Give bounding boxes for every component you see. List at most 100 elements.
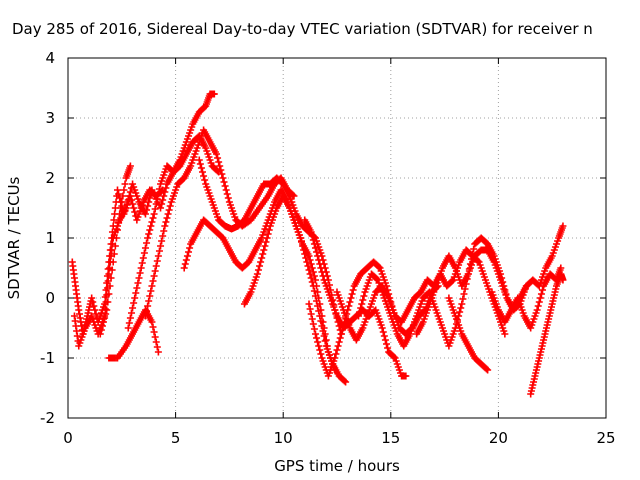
data-point-fill — [145, 297, 153, 305]
data-point-fill — [129, 304, 137, 312]
data-point-fill — [153, 257, 161, 265]
data-point-fill — [147, 222, 155, 230]
data-point — [141, 210, 149, 218]
data-point — [161, 222, 169, 230]
data-point-fill — [308, 232, 316, 240]
data-point-fill — [459, 295, 467, 303]
y-tick-label: 4 — [45, 49, 55, 67]
data-point — [126, 162, 134, 170]
data-point-fill — [261, 242, 269, 250]
data-point-fill — [214, 154, 222, 162]
data-point — [497, 270, 505, 278]
data-point-fill — [91, 306, 99, 314]
y-tick-label: 3 — [45, 109, 55, 127]
data-point-fill — [120, 186, 128, 194]
data-point-fill — [346, 298, 354, 306]
data-point — [260, 246, 268, 254]
data-point-fill — [106, 282, 114, 290]
data-point-fill — [155, 185, 163, 193]
data-point-fill — [310, 272, 318, 280]
data-point-fill — [121, 180, 129, 188]
y-tick-label: -2 — [40, 409, 55, 427]
data-point-fill — [313, 334, 321, 342]
data-point-fill — [317, 306, 325, 314]
data-point-fill — [313, 248, 321, 256]
y-tick-label: 2 — [45, 169, 55, 187]
data-point-fill — [390, 353, 398, 361]
data-point-fill — [335, 338, 343, 346]
data-point-fill — [306, 256, 314, 264]
data-point-fill — [373, 275, 381, 283]
data-point-fill — [123, 200, 131, 208]
data-point-fill — [264, 230, 272, 238]
data-point — [124, 324, 132, 332]
data-point-fill — [126, 188, 134, 196]
data-point-fill — [107, 274, 115, 282]
data-point — [148, 318, 156, 326]
data-point-fill — [101, 314, 109, 322]
data-point-fill — [152, 200, 160, 208]
data-point — [154, 348, 162, 356]
data-point-fill — [308, 315, 316, 323]
data-point-fill — [500, 282, 508, 290]
data-point-fill — [254, 266, 262, 274]
data-point-fill — [469, 250, 477, 258]
data-points — [68, 90, 567, 398]
data-point-fill — [259, 250, 267, 258]
data-point-fill — [468, 255, 475, 263]
data-point-fill — [358, 300, 366, 308]
data-point-fill — [349, 286, 357, 294]
data-point — [559, 222, 567, 230]
data-point-fill — [151, 333, 159, 341]
data-point-fill — [162, 184, 170, 192]
data-point-fill — [256, 262, 264, 270]
data-point — [195, 156, 203, 164]
data-point-fill — [345, 302, 353, 310]
data-point — [337, 330, 345, 338]
data-point-fill — [257, 258, 265, 266]
data-point-fill — [359, 296, 367, 304]
data-point — [103, 306, 111, 314]
data-point-fill — [308, 264, 316, 272]
data-point-fill — [160, 192, 168, 200]
data-point-fill — [448, 277, 456, 285]
data-point-fill — [146, 194, 154, 202]
y-tick-label: -1 — [40, 349, 55, 367]
data-point-fill — [130, 299, 138, 307]
x-tick-label: 10 — [274, 429, 293, 447]
data-point-fill — [381, 336, 389, 344]
axes: 0 5 10 15 20 25 -2 -1 0 1 2 3 4 — [40, 49, 616, 447]
data-point-fill — [320, 324, 328, 332]
data-point-fill — [113, 226, 121, 234]
data-point-fill — [166, 202, 174, 210]
data-point-fill — [289, 191, 297, 199]
data-point — [180, 264, 188, 272]
data-point-fill — [536, 294, 544, 302]
data-point — [96, 330, 104, 338]
data-point-fill — [224, 194, 232, 202]
data-point-fill — [334, 342, 342, 350]
data-point-fill — [112, 234, 120, 242]
data-point-fill — [115, 218, 123, 226]
data-point-fill — [98, 322, 106, 330]
data-point-fill — [316, 346, 324, 354]
data-point — [154, 252, 162, 260]
data-point-fill — [214, 167, 222, 175]
data-point-fill — [138, 259, 146, 267]
data-point-fill — [220, 178, 228, 186]
data-point-fill — [498, 274, 506, 282]
data-point — [137, 264, 145, 272]
data-point — [88, 294, 96, 302]
data-point-fill — [105, 290, 113, 298]
data-point-fill — [466, 260, 474, 268]
data-point — [311, 276, 319, 284]
plot-frame — [67, 57, 607, 419]
data-point-fill — [325, 281, 333, 289]
data-point-fill — [309, 236, 317, 244]
data-point-fill — [144, 302, 152, 310]
data-point-fill — [310, 240, 318, 248]
data-point-fill — [307, 310, 315, 318]
data-point-fill — [134, 279, 142, 287]
data-point — [116, 210, 124, 218]
data-point-fill — [141, 244, 149, 252]
